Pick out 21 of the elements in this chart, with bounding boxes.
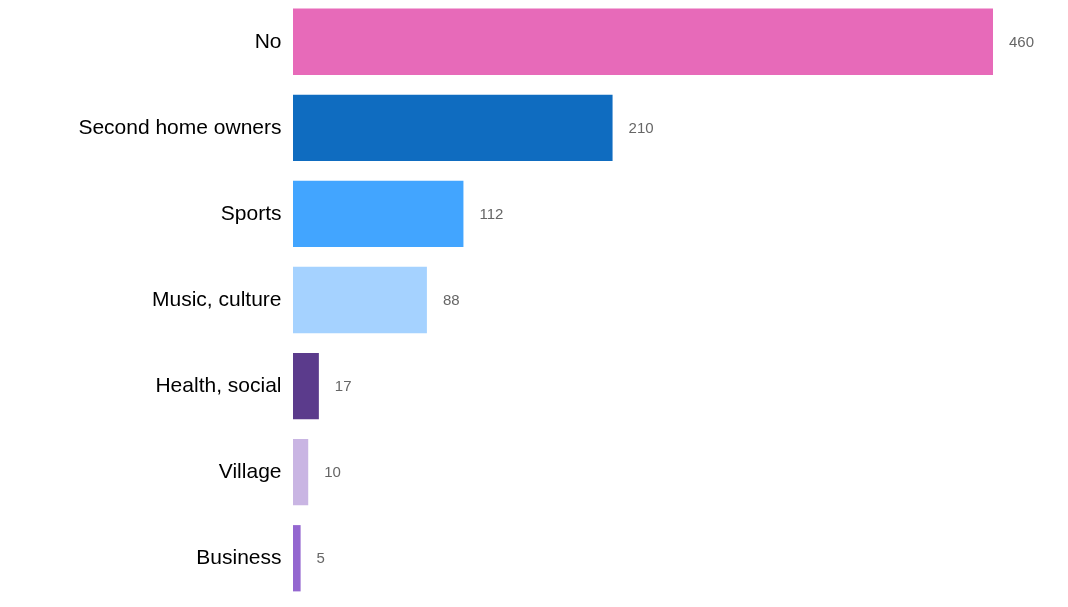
data-label: 210 — [628, 118, 654, 136]
data-label: 112 — [479, 204, 504, 222]
y-tick-label: Health, social — [155, 373, 282, 397]
bar — [293, 94, 613, 161]
y-tick-label: Second home owners — [78, 114, 282, 138]
y-tick-label: No — [254, 28, 282, 52]
data-label: 5 — [316, 549, 325, 567]
y-tick-label: Village — [218, 459, 282, 483]
bar — [293, 266, 427, 334]
bar — [293, 8, 993, 75]
y-tick-label: Music, culture — [151, 287, 282, 310]
data-label: 460 — [1009, 32, 1035, 50]
bar — [293, 525, 301, 592]
data-label: 17 — [334, 377, 352, 395]
bar — [293, 439, 309, 506]
data-label: 88 — [442, 291, 460, 308]
bar — [293, 352, 319, 420]
y-tick-label: Sports — [220, 200, 282, 224]
y-tick-label: Business — [196, 545, 282, 569]
bar — [293, 180, 464, 248]
data-label: 10 — [324, 463, 341, 481]
